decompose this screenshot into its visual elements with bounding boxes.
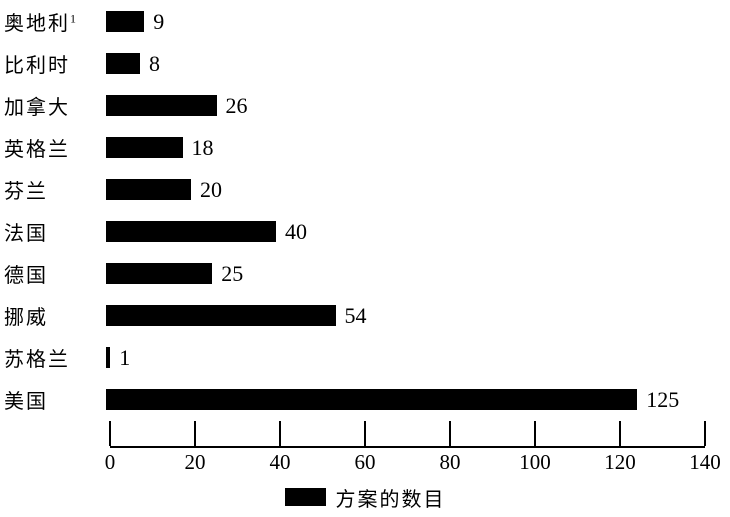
chart-row: 芬兰 20 xyxy=(0,168,730,210)
category-label: 法国 xyxy=(0,217,106,246)
bar-value-label: 40 xyxy=(285,218,307,244)
chart-row: 奥地利1 9 xyxy=(0,0,730,42)
x-tick-label: 80 xyxy=(439,450,461,474)
category-label: 挪威 xyxy=(0,301,106,330)
bar-area: 18 xyxy=(106,134,701,160)
chart-row: 加拿大 26 xyxy=(0,84,730,126)
chart-row: 比利时 8 xyxy=(0,42,730,84)
category-label: 比利时 xyxy=(0,49,106,78)
x-tick-mark xyxy=(194,421,196,446)
x-tick-mark xyxy=(109,421,111,446)
category-label: 奥地利1 xyxy=(0,7,106,36)
bar-area: 25 xyxy=(106,260,701,286)
category-label-text: 芬兰 xyxy=(4,180,48,203)
bar xyxy=(106,10,145,32)
x-tick-label: 120 xyxy=(604,450,636,474)
bar-area: 54 xyxy=(106,302,701,328)
x-tick-mark xyxy=(364,421,366,446)
category-label-text: 加拿大 xyxy=(4,96,70,119)
x-tick-label: 40 xyxy=(269,450,291,474)
bar xyxy=(106,388,638,410)
category-label-superscript: 1 xyxy=(70,10,76,25)
bar-area: 20 xyxy=(106,176,701,202)
bar-area: 1 xyxy=(106,344,701,370)
chart-rows: 奥地利1 9 比利时 8 加拿大 26 英格兰 18 xyxy=(0,0,730,420)
category-label-text: 比利时 xyxy=(4,54,70,77)
bar-value-label: 26 xyxy=(225,92,248,118)
bar-area: 40 xyxy=(106,218,701,244)
x-tick-mark xyxy=(279,421,281,446)
bar xyxy=(106,136,183,158)
x-axis-labels: 0 20 40 60 80 100 120 140 xyxy=(105,450,721,476)
bar xyxy=(106,94,217,116)
category-label: 苏格兰 xyxy=(0,343,106,372)
bar xyxy=(106,178,191,200)
category-label-text: 挪威 xyxy=(4,306,48,329)
bar-value-label: 18 xyxy=(191,134,214,160)
x-tick-mark xyxy=(619,421,621,446)
bar xyxy=(106,304,336,326)
category-label-text: 苏格兰 xyxy=(4,348,70,371)
x-tick-mark xyxy=(704,421,706,446)
bar-area: 9 xyxy=(106,8,701,34)
category-label-text: 英格兰 xyxy=(4,138,70,161)
bar-value-label: 125 xyxy=(646,386,680,412)
chart-row: 英格兰 18 xyxy=(0,126,730,168)
category-label: 英格兰 xyxy=(0,133,106,162)
chart-row: 法国 40 xyxy=(0,210,730,252)
bar-area: 125 xyxy=(106,386,701,412)
chart-row: 美国 125 xyxy=(0,378,730,420)
legend-label: 方案的数目 xyxy=(335,488,446,511)
bar-value-label: 25 xyxy=(221,260,244,286)
bar xyxy=(106,52,140,74)
bar-value-label: 54 xyxy=(344,302,367,328)
category-label: 加拿大 xyxy=(0,91,106,120)
x-tick-label: 140 xyxy=(689,450,721,474)
category-label-text: 法国 xyxy=(4,222,48,245)
bar-value-label: 1 xyxy=(119,344,131,370)
bar xyxy=(106,346,111,368)
x-tick-mark xyxy=(449,421,451,446)
category-label: 德国 xyxy=(0,259,106,288)
chart-row: 挪威 54 xyxy=(0,294,730,336)
chart-row: 苏格兰 1 xyxy=(0,336,730,378)
bar-value-label: 8 xyxy=(149,50,160,76)
chart-row: 德国 25 xyxy=(0,252,730,294)
x-tick-label: 60 xyxy=(354,450,376,474)
bar-value-label: 9 xyxy=(153,8,165,34)
category-label: 芬兰 xyxy=(0,175,106,204)
bar xyxy=(106,262,213,284)
x-axis xyxy=(109,420,706,448)
category-label-text: 美国 xyxy=(4,390,48,413)
bar-area: 26 xyxy=(106,92,701,118)
bar xyxy=(106,220,276,242)
bar-value-label: 20 xyxy=(200,176,222,202)
category-label-text: 德国 xyxy=(4,264,48,287)
category-label-text: 奥地利 xyxy=(4,12,70,35)
bar-area: 8 xyxy=(106,50,701,76)
legend-swatch-icon xyxy=(284,488,326,506)
x-tick-mark xyxy=(534,421,536,446)
category-label: 美国 xyxy=(0,385,106,414)
x-tick-label: 20 xyxy=(184,450,206,474)
legend: 方案的数目 xyxy=(0,483,730,511)
x-tick-label: 100 xyxy=(519,450,551,474)
x-tick-label: 0 xyxy=(104,450,116,474)
